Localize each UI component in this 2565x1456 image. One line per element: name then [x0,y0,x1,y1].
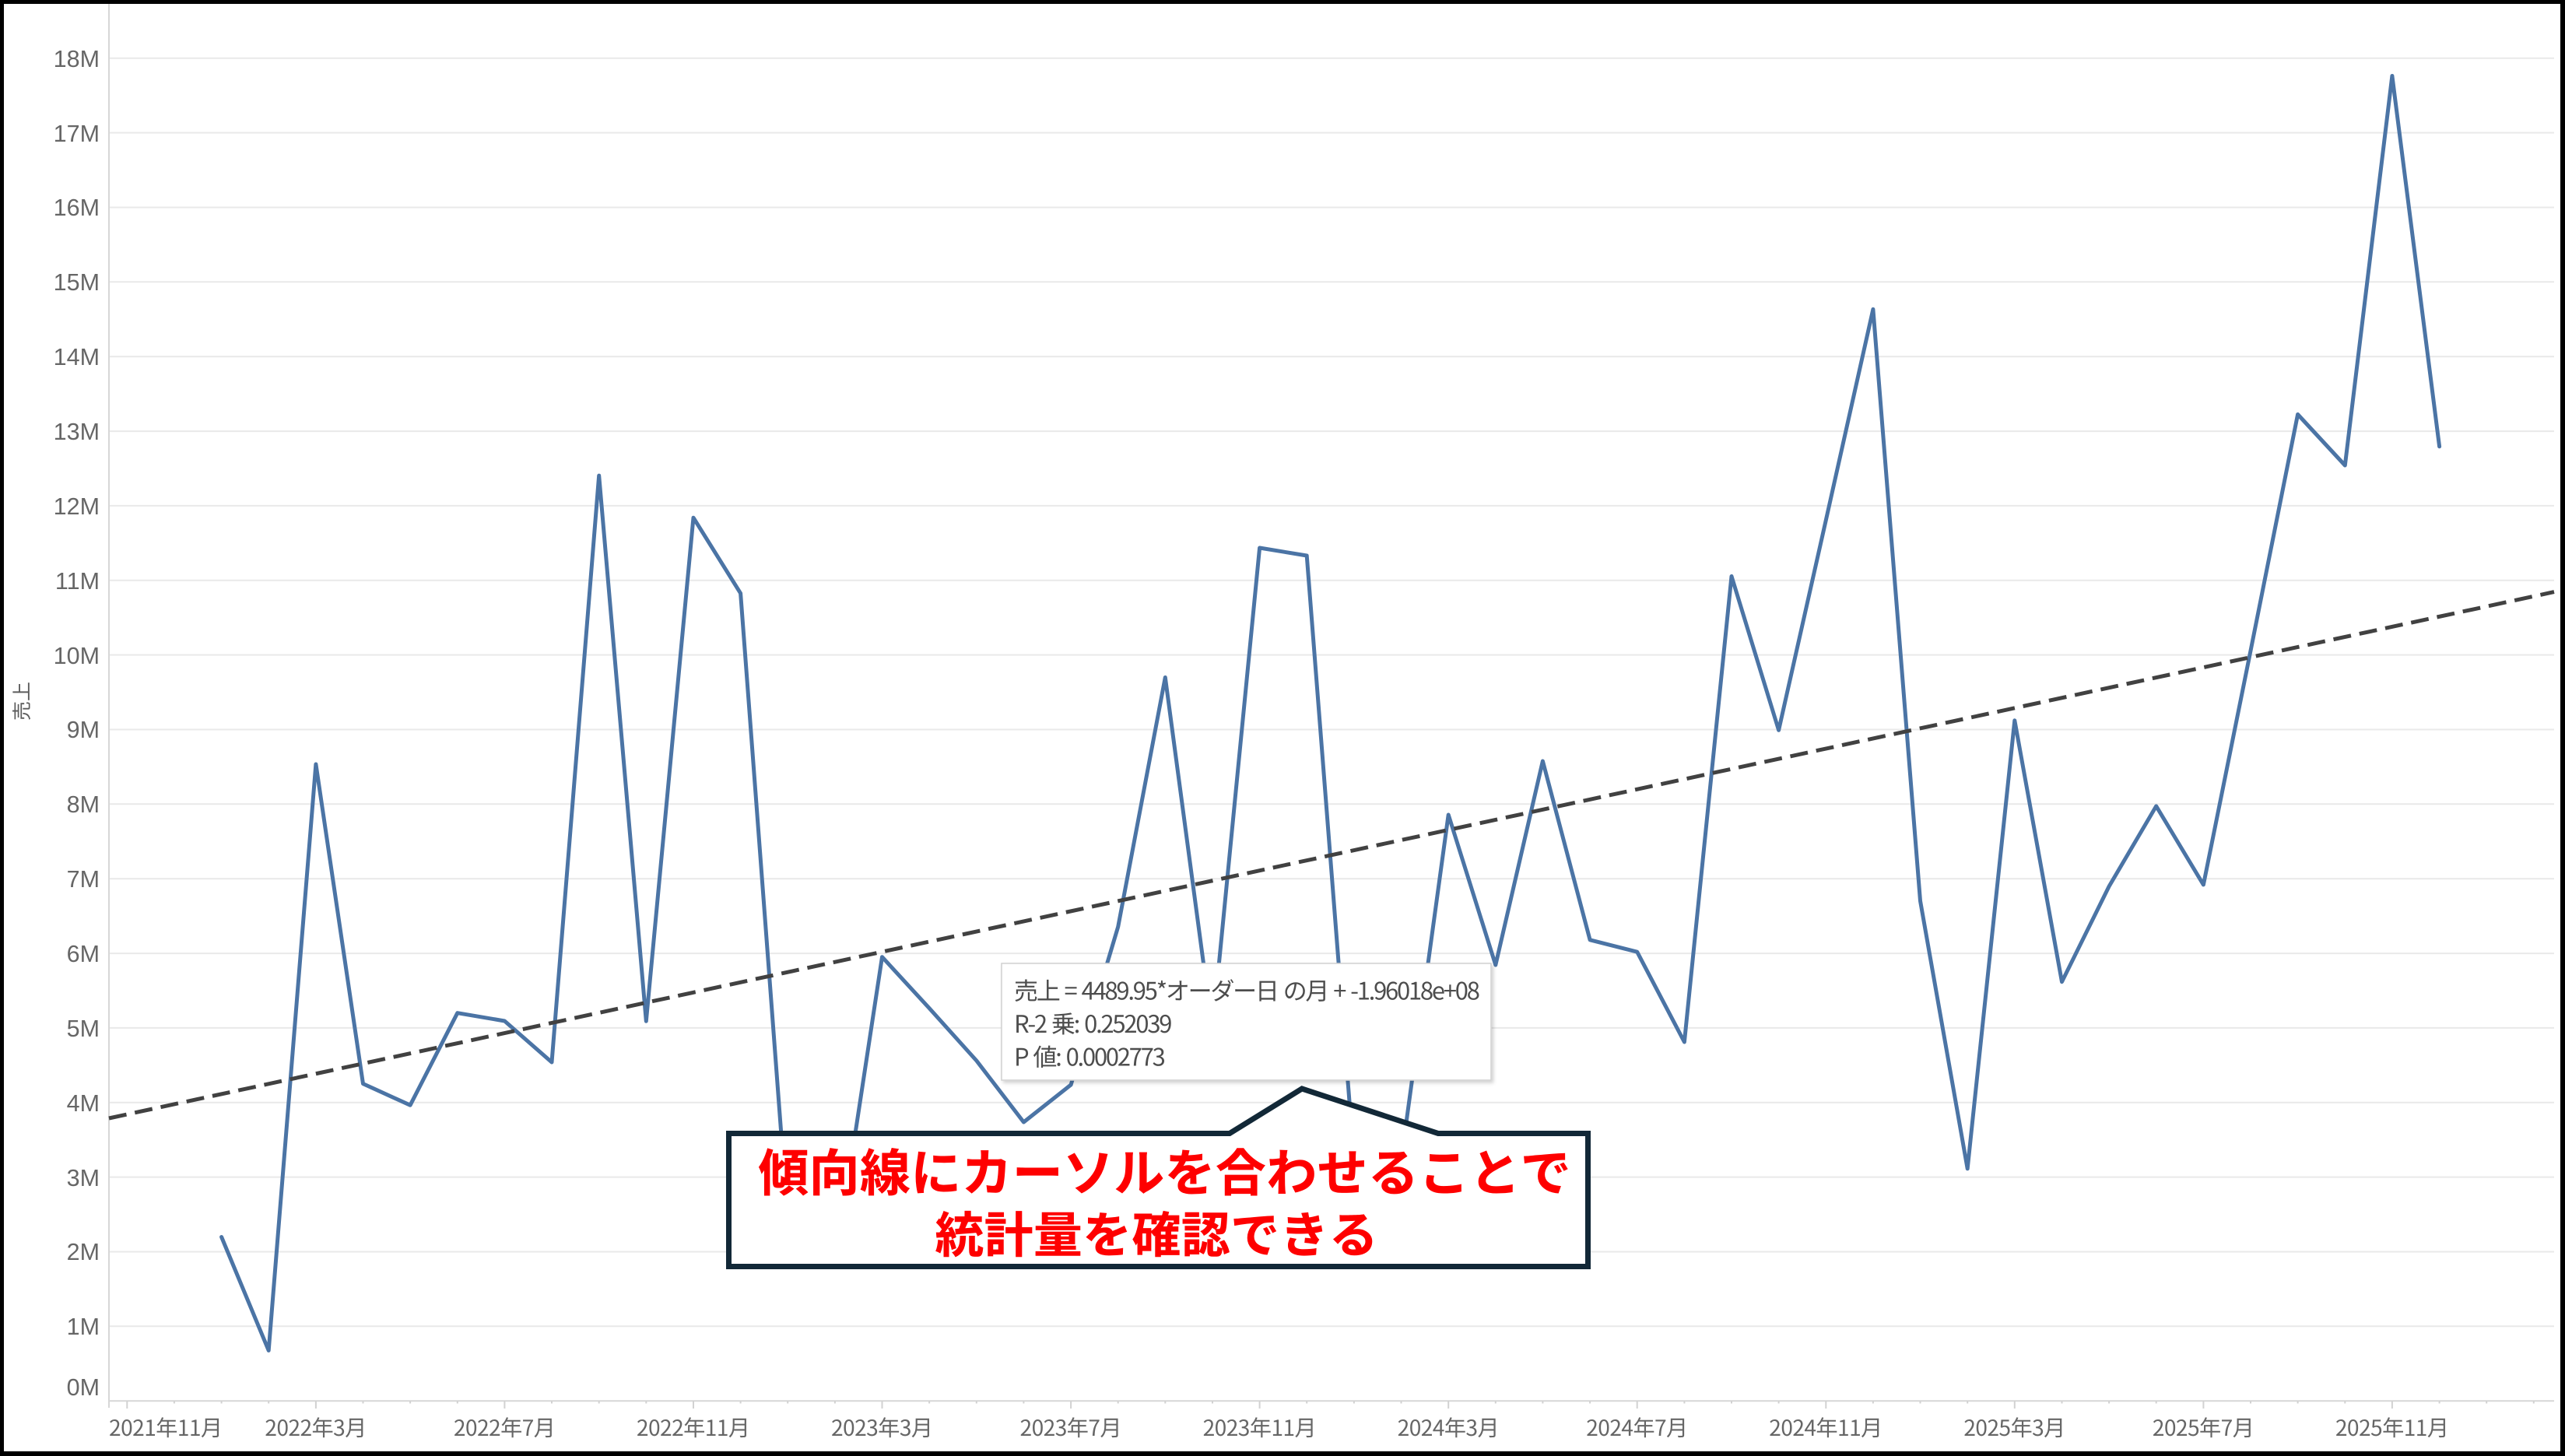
svg-text:12M: 12M [54,493,100,520]
svg-text:15M: 15M [54,269,100,296]
svg-text:10M: 10M [54,643,100,669]
svg-text:18M: 18M [54,46,100,72]
svg-text:8M: 8M [67,791,100,818]
svg-text:7M: 7M [67,866,100,893]
svg-text:4M: 4M [67,1090,100,1117]
svg-text:9M: 9M [67,717,100,743]
svg-text:16M: 16M [54,195,100,221]
svg-text:14M: 14M [54,344,100,370]
svg-text:11M: 11M [55,568,100,595]
svg-text:6M: 6M [67,941,100,967]
svg-text:0M: 0M [67,1374,100,1401]
svg-text:1M: 1M [67,1314,100,1340]
svg-text:2M: 2M [67,1239,100,1265]
svg-text:3M: 3M [67,1165,100,1191]
svg-text:5M: 5M [67,1016,100,1042]
svg-text:17M: 17M [54,121,100,147]
svg-text:13M: 13M [54,419,100,445]
